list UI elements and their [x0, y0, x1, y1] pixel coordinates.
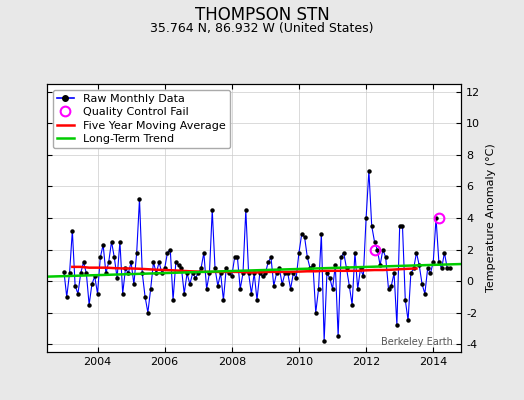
- Legend: Raw Monthly Data, Quality Control Fail, Five Year Moving Average, Long-Term Tren: Raw Monthly Data, Quality Control Fail, …: [53, 90, 230, 148]
- Text: THOMPSON STN: THOMPSON STN: [194, 6, 330, 24]
- Y-axis label: Temperature Anomaly (°C): Temperature Anomaly (°C): [486, 144, 496, 292]
- Text: Berkeley Earth: Berkeley Earth: [381, 337, 453, 347]
- Text: 35.764 N, 86.932 W (United States): 35.764 N, 86.932 W (United States): [150, 22, 374, 35]
